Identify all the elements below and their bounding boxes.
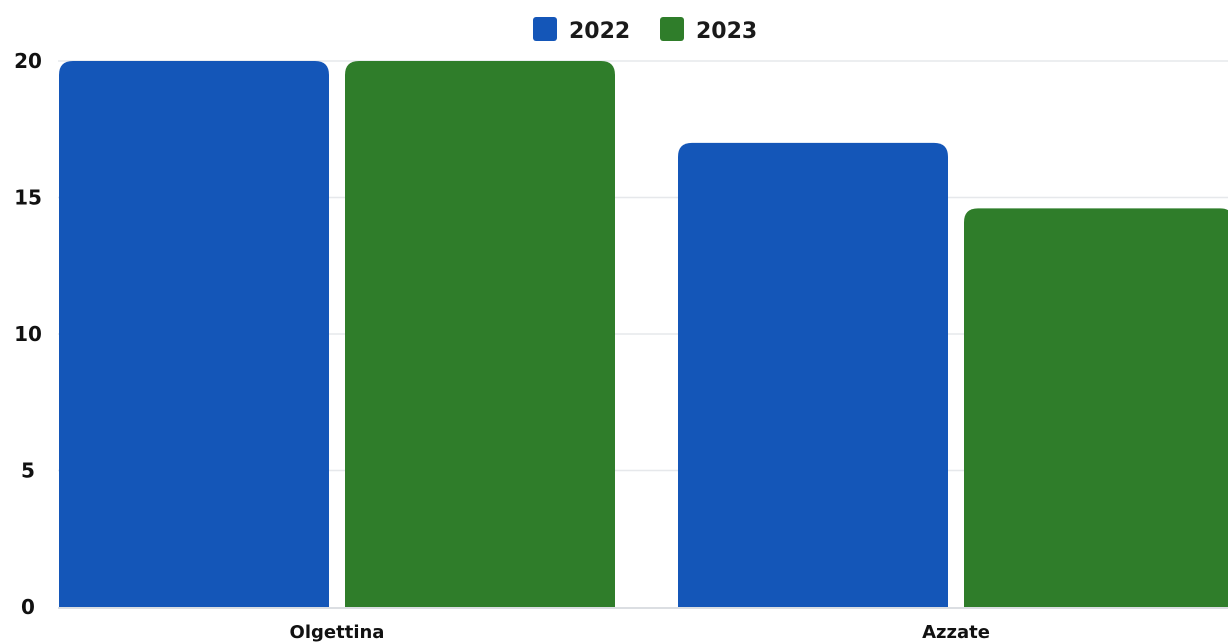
bar-olgettina-2023 (345, 61, 615, 607)
legend: 2022 2023 (533, 17, 757, 44)
legend-label-2023: 2023 (696, 19, 757, 44)
bars (59, 61, 1228, 607)
legend-swatch-2023 (660, 17, 684, 41)
x-category-label: Olgettina (290, 622, 385, 643)
legend-label-2022: 2022 (569, 19, 630, 44)
y-tick-label: 20 (14, 49, 42, 73)
x-category-label: Azzate (922, 622, 990, 643)
bar-azzate-2023 (964, 208, 1228, 607)
x-axis: Olgettina Azzate (290, 622, 990, 643)
bar-olgettina-2022 (59, 61, 329, 607)
y-tick-label: 5 (21, 459, 35, 483)
y-tick-label: 15 (14, 186, 42, 210)
y-tick-label: 0 (21, 595, 35, 619)
y-tick-label: 10 (14, 322, 42, 346)
bar-azzate-2022 (678, 142, 948, 607)
y-axis: 0 5 10 15 20 (14, 49, 42, 619)
legend-swatch-2022 (533, 17, 557, 41)
